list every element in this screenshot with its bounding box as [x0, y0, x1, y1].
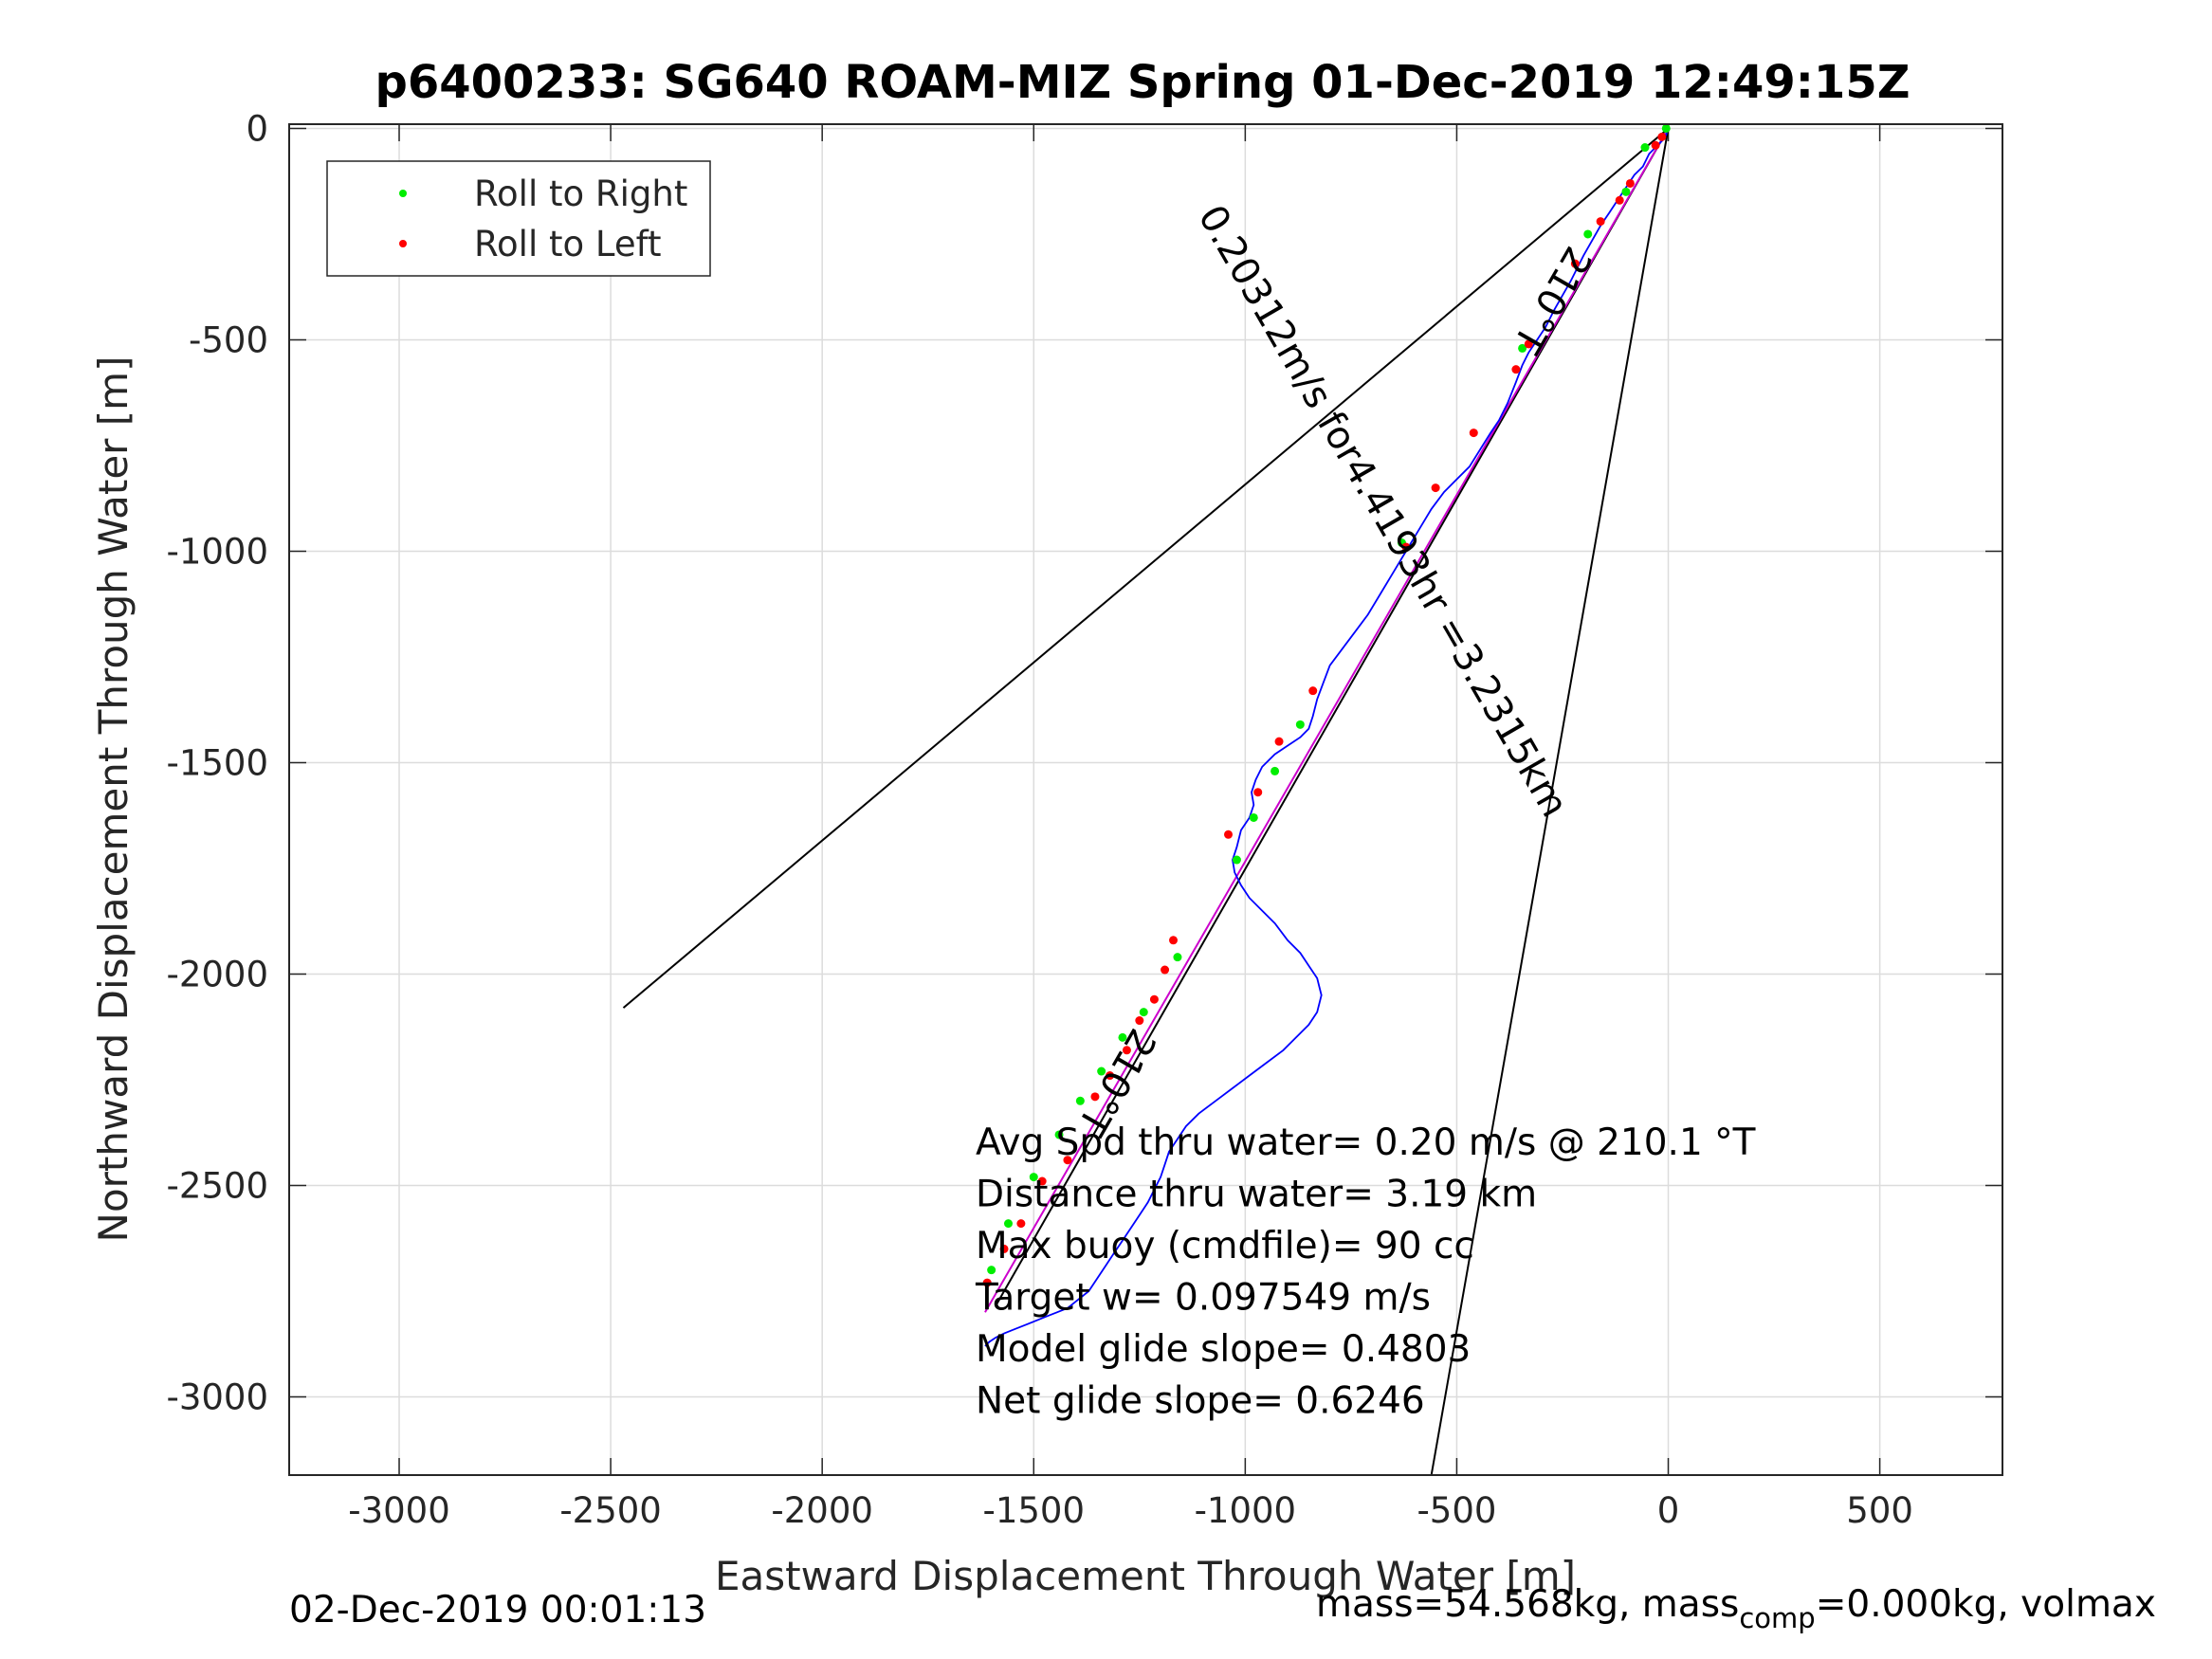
x-axis-label: Eastward Displacement Through Water [m] [715, 1553, 1576, 1599]
reference-lines [622, 127, 1670, 1476]
x-tick-label: 0 [1657, 1490, 1680, 1531]
summary-line: Avg Spd thru water= 0.20 m/s @ 210.1 °T [976, 1121, 1756, 1164]
roll-left-point [1570, 259, 1580, 268]
y-tick-label: -3000 [166, 1376, 268, 1417]
roll-right-point [1249, 812, 1258, 822]
legend: Roll to Right Roll to Left [326, 160, 711, 277]
roll-right-point [1661, 123, 1671, 133]
x-tick-label: -2000 [771, 1490, 873, 1531]
roll-left-point [1016, 1219, 1026, 1229]
roll-left-point [999, 1244, 1009, 1253]
roll-left-point [982, 1278, 992, 1287]
roll-right-point [1003, 1219, 1013, 1229]
roll-right-point [1075, 1096, 1085, 1105]
roll-right-point [1271, 766, 1280, 775]
axis-ticks: -3000 -2500 -2000 -1500 -1000 -500 0 500 0 -500 -1… [166, 108, 2002, 1531]
y-tick-label: -1500 [166, 742, 268, 783]
roll-left-point [1224, 830, 1234, 839]
roll-left-point [1149, 994, 1159, 1004]
footer-mass: mass=54.568kg, mass [1316, 1583, 1740, 1626]
x-tick-label: -3000 [348, 1490, 450, 1531]
roll-right-point [1232, 855, 1241, 865]
roll-left-point [1596, 217, 1605, 227]
roll-right-point [1640, 143, 1650, 153]
roll-left-point [1169, 936, 1179, 945]
chart-title: p6400233: SG640 ROAM-MIZ Spring 01-Dec-2… [375, 56, 1910, 109]
roll-left-point [1431, 483, 1440, 493]
roll-right-point [1097, 1066, 1106, 1076]
legend-label-roll-right: Roll to Right [474, 173, 687, 214]
roll-left-point [1308, 686, 1318, 696]
x-tick-label: -1000 [1195, 1490, 1297, 1531]
x-tick-label: -2500 [559, 1490, 662, 1531]
roll-left-point [1090, 1092, 1100, 1102]
roll-right-point [1029, 1173, 1038, 1182]
summary-line: Target w= 0.097549 m/s [975, 1277, 1431, 1320]
roll-points [982, 123, 1671, 1287]
roll-left-point [1037, 1176, 1047, 1186]
y-axis-label: Northward Displacement Through Water [m] [90, 356, 137, 1243]
legend-box [326, 160, 711, 277]
summary-text: Avg Spd thru water= 0.20 m/s @ 210.1 °T D… [975, 1121, 1756, 1423]
glider-track [984, 128, 1670, 1347]
footer-mass-info: mass=54.568kg, masscomp=0.000kg, volmax [1316, 1583, 2156, 1634]
y-tick-label: -2500 [166, 1165, 268, 1206]
plot-frame [288, 123, 2003, 1476]
summary-line: Max buoy (cmdfile)= 90 cc [976, 1225, 1474, 1267]
summary-line: Net glide slope= 0.6246 [976, 1380, 1425, 1423]
roll-left-point [1657, 132, 1667, 141]
roll-left-point [1625, 178, 1635, 188]
legend-label-roll-left: Roll to Left [474, 224, 662, 264]
roll-right-point [1173, 953, 1182, 962]
legend-marker-roll-right [399, 190, 407, 197]
y-tick-label: 0 [246, 108, 268, 149]
reference-line [995, 127, 1670, 1307]
roll-left-point [1401, 542, 1411, 552]
roll-right-point [1621, 187, 1631, 196]
roll-left-point [1253, 788, 1263, 797]
x-tick-label: -1500 [983, 1490, 1086, 1531]
footer-mass-sub: comp [1739, 1602, 1816, 1634]
y-tick-label: -1000 [166, 531, 268, 572]
summary-line: Distance thru water= 3.19 km [976, 1174, 1537, 1216]
plot-area [289, 124, 2002, 1475]
roll-left-point [1524, 339, 1533, 349]
roll-left-point [1106, 1071, 1115, 1081]
y-tick-label: -500 [189, 319, 268, 360]
roll-right-point [1295, 720, 1305, 729]
reference-line [1430, 128, 1670, 1476]
roll-left-point [1274, 737, 1284, 746]
reference-line [622, 127, 1670, 1009]
y-tick-label: -2000 [166, 954, 268, 994]
roll-right-point [1583, 229, 1593, 239]
roll-left-point [1135, 1016, 1144, 1026]
roll-left-point [1122, 1046, 1131, 1055]
roll-right-point [1518, 343, 1527, 353]
roll-right-point [1054, 1130, 1064, 1139]
legend-marker-roll-left [399, 240, 407, 247]
roll-right-point [1139, 1008, 1148, 1017]
roll-left-point [1063, 1156, 1072, 1165]
track-line [984, 128, 1670, 1347]
grid-lines [289, 124, 2002, 1475]
roll-right-point [987, 1266, 996, 1275]
x-tick-label: 500 [1846, 1490, 1913, 1531]
roll-left-point [1651, 140, 1660, 150]
footer-timestamp: 02-Dec-2019 00:01:13 [289, 1589, 707, 1632]
roll-left-point [1615, 195, 1624, 205]
footer-mass-rest: =0.000kg, volmax [1815, 1583, 2156, 1626]
roll-right-point [1118, 1032, 1127, 1042]
reference-line [984, 127, 1670, 1313]
summary-line: Model glide slope= 0.4803 [976, 1328, 1471, 1371]
roll-left-point [1511, 365, 1521, 374]
x-tick-label: -500 [1417, 1490, 1496, 1531]
roll-left-point [1469, 428, 1478, 438]
roll-left-point [1161, 965, 1170, 975]
